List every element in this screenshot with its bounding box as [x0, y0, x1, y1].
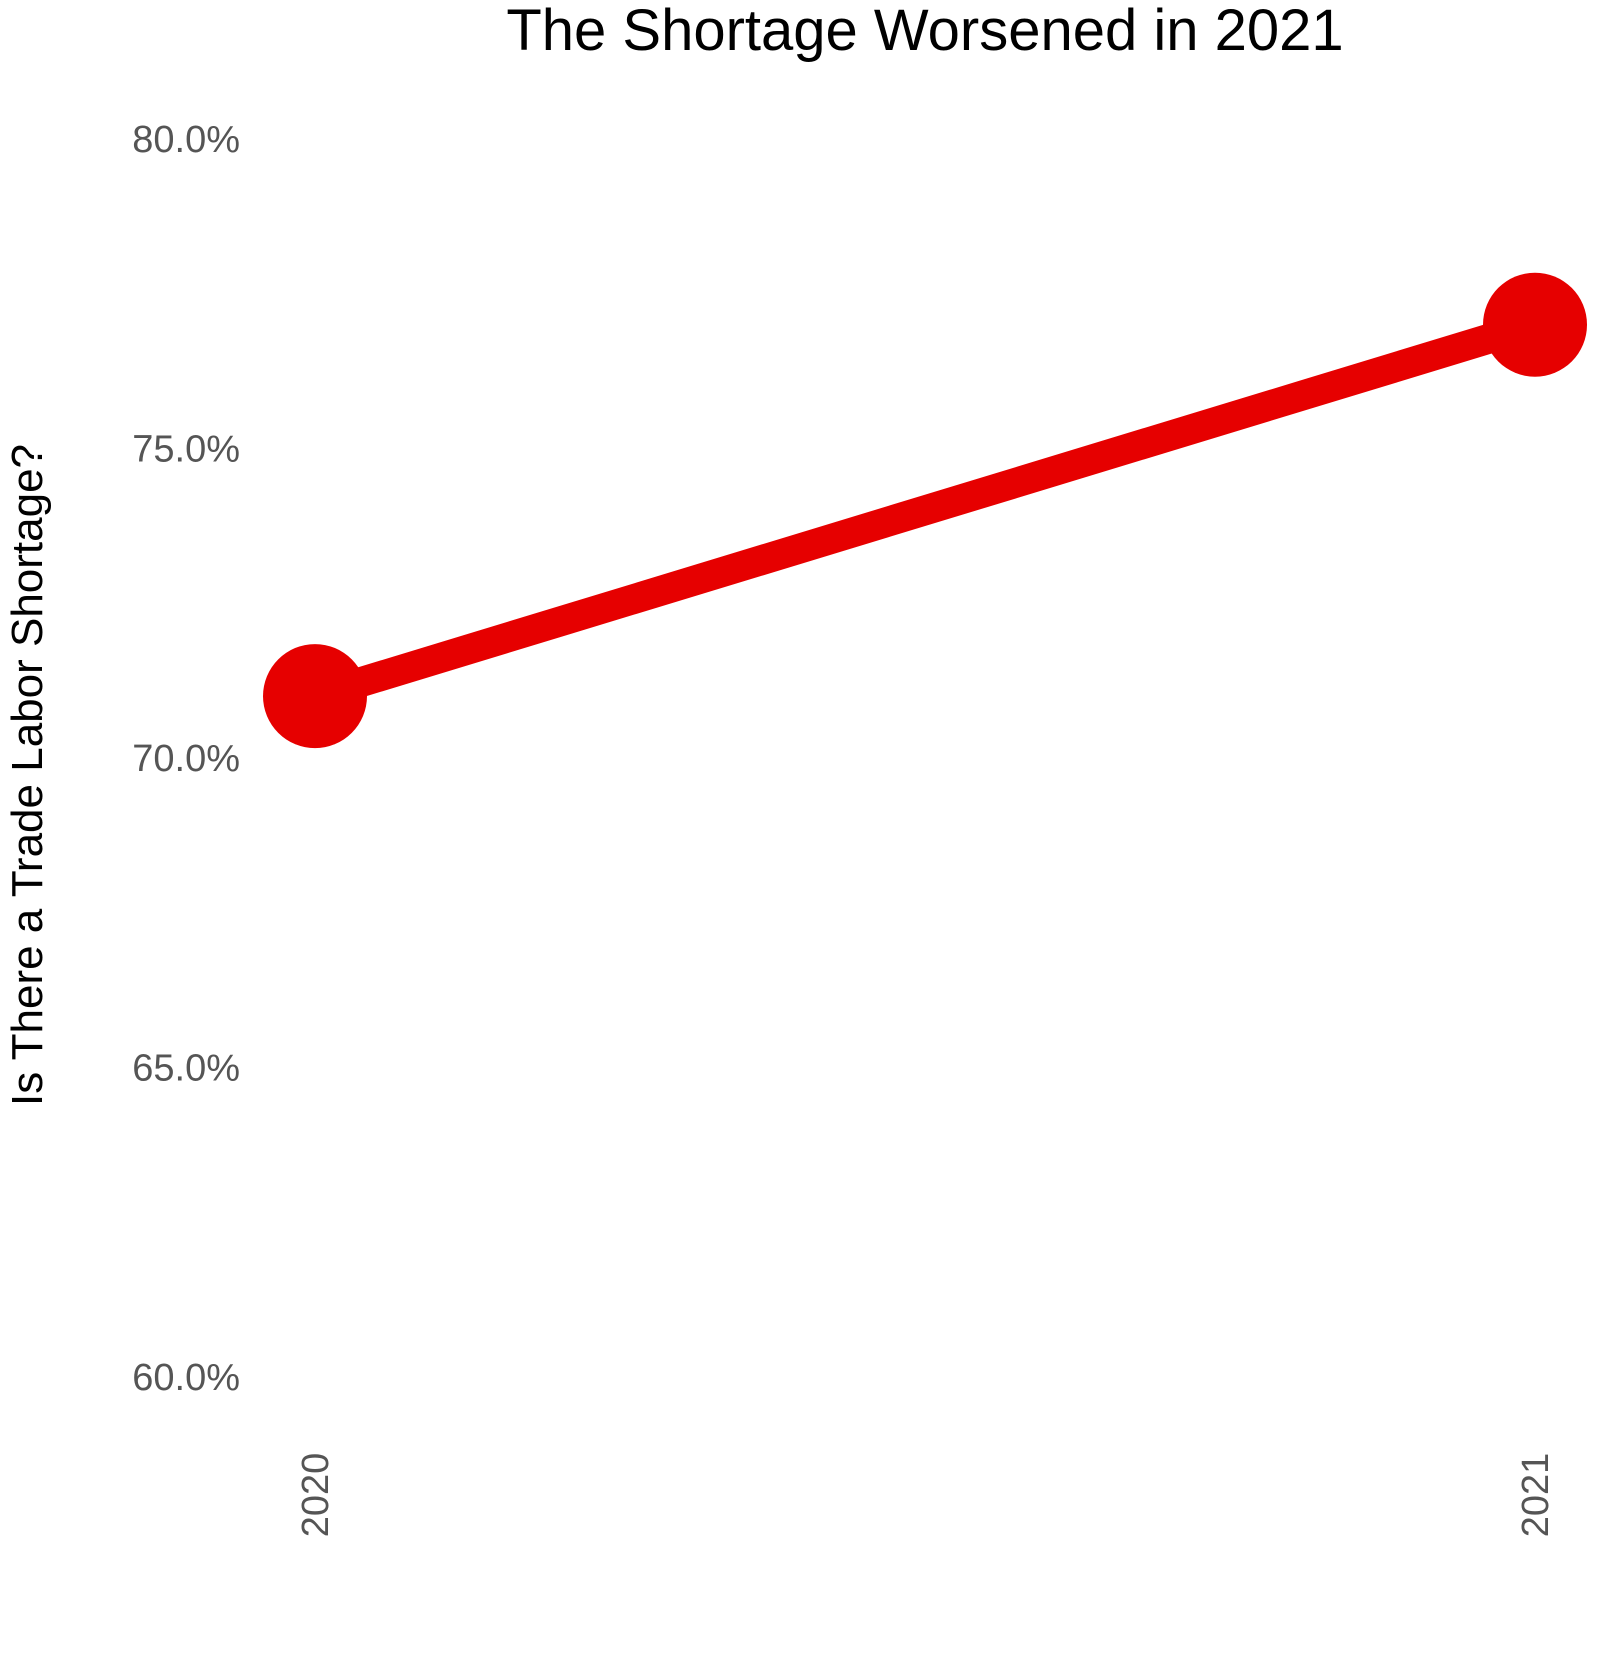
data-point [263, 644, 367, 749]
data-point [1483, 272, 1587, 377]
y-axis-label: Is There a Trade Labor Shortage? [3, 444, 52, 1106]
y-tick-label: 70.0% [132, 738, 240, 780]
x-tick-label: 2021 [1515, 1453, 1557, 1538]
series-line [310, 310, 1540, 711]
chart-title: The Shortage Worsened in 2021 [506, 0, 1343, 63]
y-tick-label: 80.0% [132, 119, 240, 161]
y-tick-label: 75.0% [132, 429, 240, 471]
x-axis-ticks: 2020 2021 [295, 1453, 1557, 1538]
y-tick-label: 60.0% [132, 1357, 240, 1399]
y-axis-ticks: 60.0% 65.0% 70.0% 75.0% 80.0% [132, 119, 240, 1399]
x-tick-label: 2020 [295, 1453, 337, 1538]
y-tick-label: 65.0% [132, 1048, 240, 1090]
series-group [263, 272, 1587, 749]
